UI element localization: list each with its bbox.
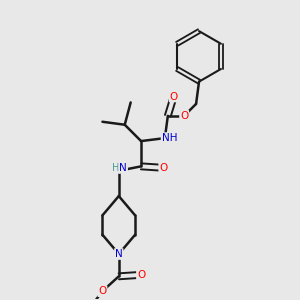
Text: O: O xyxy=(98,286,106,296)
Text: NH: NH xyxy=(162,133,177,143)
Text: N: N xyxy=(115,249,123,259)
Text: O: O xyxy=(159,163,167,173)
Text: O: O xyxy=(170,92,178,101)
Text: H: H xyxy=(112,163,119,173)
Text: N: N xyxy=(119,163,127,173)
Text: O: O xyxy=(180,111,188,121)
Text: O: O xyxy=(137,270,145,280)
